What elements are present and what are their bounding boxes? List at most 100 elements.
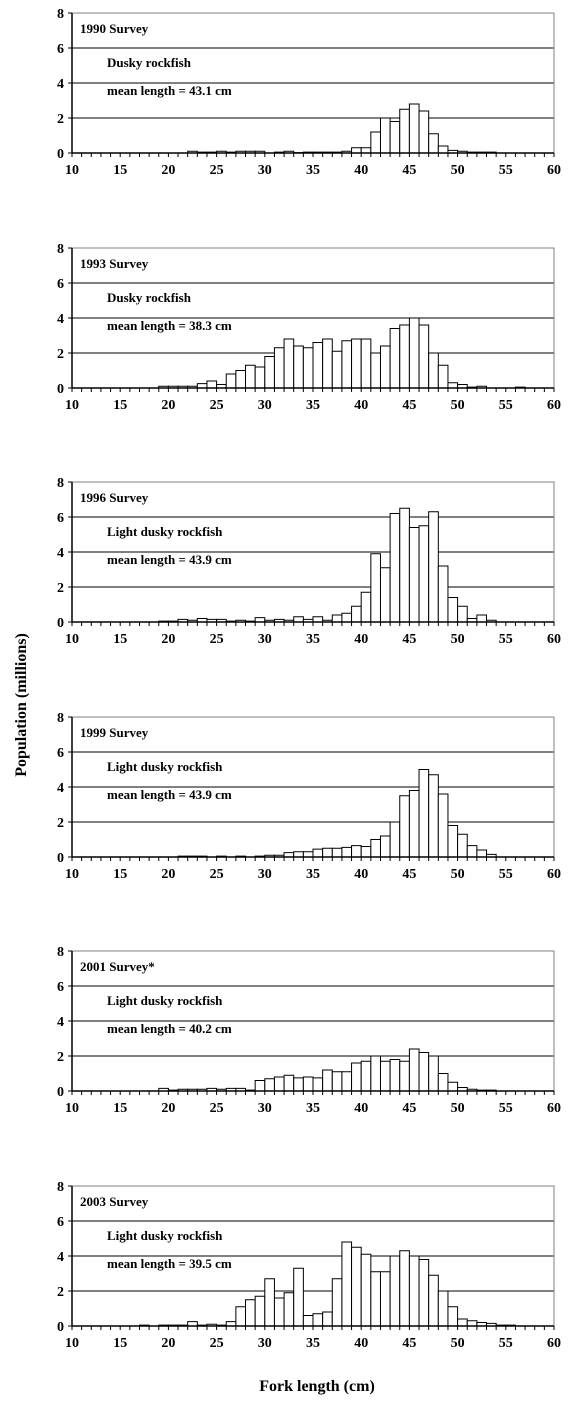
x-tick-label: 25 [210,398,224,413]
x-tick-label: 30 [258,398,272,413]
bar [312,1313,324,1327]
species-label: Light dusky rockfish [107,993,223,1008]
bar [331,847,343,858]
y-tick-label: 0 [57,147,64,162]
bar [379,1060,391,1092]
x-tick-label: 60 [547,1336,561,1351]
bar [379,117,391,154]
bar [428,774,439,858]
bar [312,616,324,623]
bar [476,614,488,623]
bar [235,370,247,389]
x-tick-label: 25 [210,163,224,178]
bar [418,110,430,154]
y-tick-label: 2 [57,816,64,831]
bar [437,793,449,858]
panel-title: 1990 Survey [80,21,149,36]
bar [447,597,459,623]
x-tick-label: 10 [65,867,79,882]
bar [283,338,295,389]
bar [254,1080,266,1092]
x-tick-label: 30 [258,867,272,882]
bar [370,1055,381,1092]
bar [408,527,420,623]
x-tick-label: 40 [354,1336,368,1351]
y-tick-label: 2 [57,581,64,596]
bar [447,1306,459,1327]
bar [351,338,362,389]
x-tick-label: 55 [499,398,513,413]
bar [322,1069,333,1092]
bar [293,345,304,389]
bar [379,345,391,389]
bar [293,616,304,623]
bar [302,1315,314,1327]
panel-title: 2001 Survey* [80,959,155,974]
panel-title: 1993 Survey [80,256,149,271]
bar [360,1253,372,1327]
bar [428,511,439,623]
x-tick-label: 30 [258,632,272,647]
bar [408,1255,420,1327]
y-tick-label: 2 [57,112,64,127]
x-tick-label: 50 [451,867,465,882]
bar [273,1297,285,1327]
x-tick-label: 35 [306,632,320,647]
bar [322,338,333,389]
x-tick-label: 10 [65,632,79,647]
x-tick-label: 50 [451,1336,465,1351]
bar [437,1290,449,1327]
species-label: Light dusky rockfish [107,1228,223,1243]
bar [331,350,343,389]
x-tick-label: 30 [258,163,272,178]
mean-length-label: mean length = 38.3 cm [107,318,232,333]
x-tick-label: 50 [451,163,465,178]
bar [447,1081,459,1092]
y-tick-label: 8 [57,242,64,257]
bar [351,1062,362,1092]
x-tick-label: 35 [306,1101,320,1116]
bar [418,324,430,389]
x-tick-label: 45 [402,398,416,413]
bar [457,833,468,858]
y-tick-label: 8 [57,945,64,960]
x-tick-label: 55 [499,632,513,647]
y-tick-label: 6 [57,511,64,526]
bar [447,382,459,389]
mean-length-label: mean length = 43.9 cm [107,552,232,567]
x-tick-label: 40 [354,1101,368,1116]
bar [312,848,324,858]
bar [302,1076,314,1092]
chart-panel: 10 15 20 25 30 35 40 45 50 55 60 0 2 4 6 8 1990 Survey Du… [57,7,561,178]
panel-title: 1999 Survey [80,725,149,740]
bar [264,1278,275,1327]
y-tick-label: 4 [57,1015,64,1030]
bar [428,133,439,154]
x-tick-label: 60 [547,163,561,178]
x-tick-label: 60 [547,1101,561,1116]
x-tick-label: 40 [354,867,368,882]
y-tick-label: 8 [57,1180,64,1195]
y-tick-label: 8 [57,476,64,491]
x-tick-label: 20 [161,163,175,178]
bar [399,795,410,858]
mean-length-label: mean length = 43.1 cm [107,83,232,98]
bar [418,769,430,858]
bar [322,1311,333,1327]
species-label: Light dusky rockfish [107,759,223,774]
x-tick-label: 15 [113,1336,127,1351]
x-axis-title: Fork length (cm) [259,1378,375,1395]
mean-length-label: mean length = 39.5 cm [107,1256,232,1271]
y-tick-label: 4 [57,1250,64,1265]
x-tick-label: 10 [65,398,79,413]
bar [341,612,353,623]
x-tick-label: 45 [402,867,416,882]
chart-panel: 10 15 20 25 30 35 40 45 50 55 60 0 2 4 6 8 1996 Survey Li… [57,476,561,647]
mean-length-label: mean length = 43.9 cm [107,787,232,802]
y-tick-label: 8 [57,711,64,726]
bar [351,605,362,623]
bar [264,356,275,389]
x-tick-label: 40 [354,163,368,178]
bar [389,1059,401,1092]
bar [428,352,439,389]
